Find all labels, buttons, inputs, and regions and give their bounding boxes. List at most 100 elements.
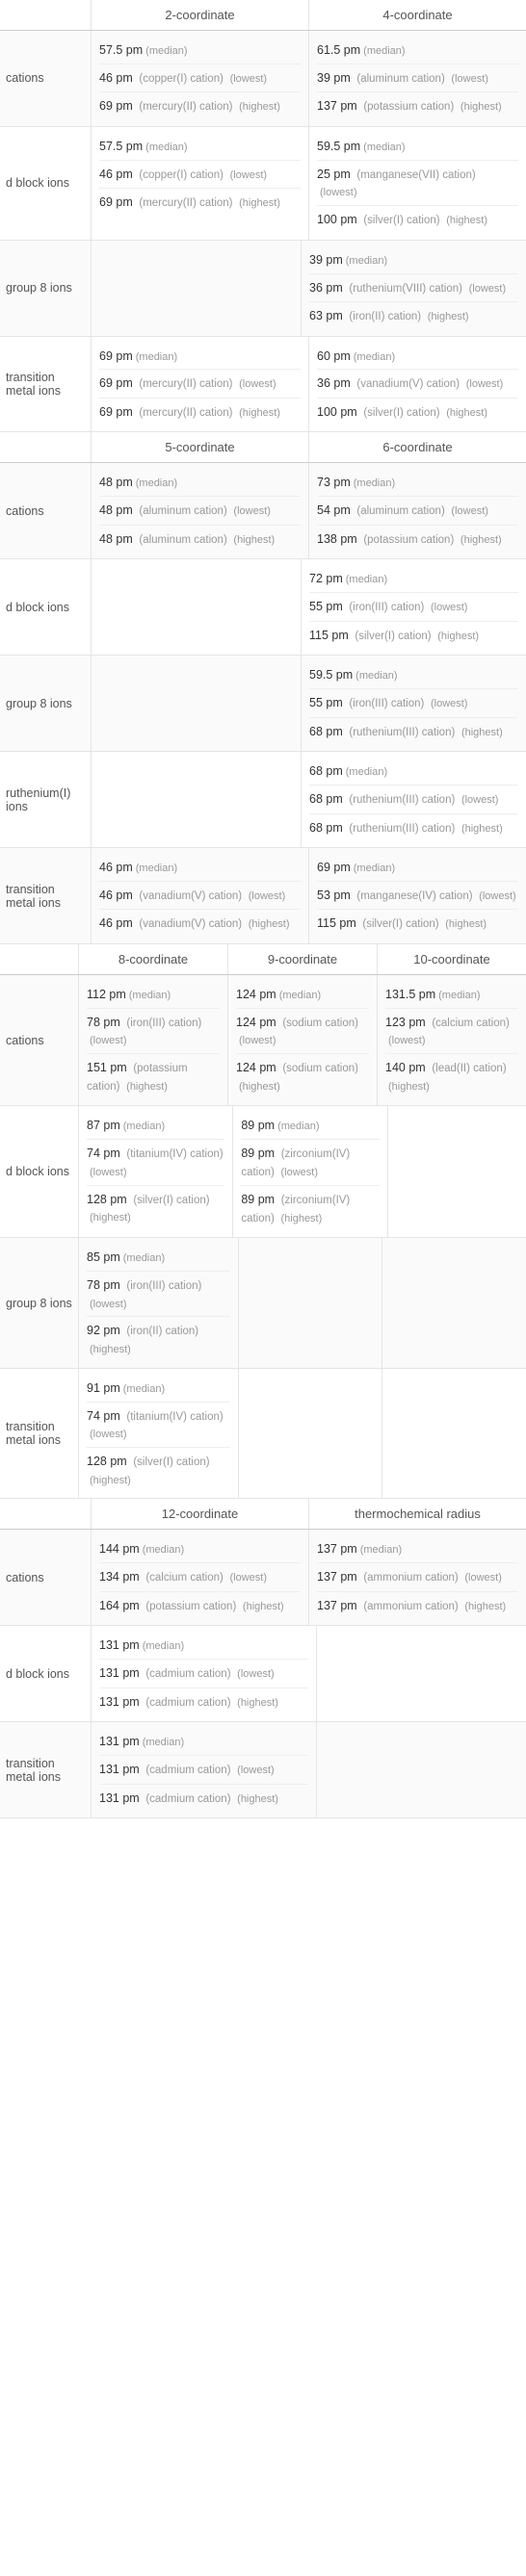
stat-tag: (lowest) <box>479 890 516 902</box>
stat-tag: (highest) <box>460 534 502 546</box>
stat-tag: (lowest) <box>90 1299 127 1310</box>
ionic-radius-tables: 2-coordinate4-coordinatecations57.5 pm(m… <box>0 0 526 1818</box>
table-row: cations144 pm(median)134 pm (calcium cat… <box>0 1530 526 1626</box>
stat-median: 69 pm(median) <box>99 343 301 371</box>
stat-tag: (highest) <box>461 727 503 738</box>
stat-desc: (iron(II) cation) <box>349 311 421 322</box>
stat-value: 128 pm <box>87 1455 127 1468</box>
table-row: transition metal ions131 pm(median)131 p… <box>0 1722 526 1818</box>
stat-value: 59.5 pm <box>309 668 353 682</box>
table-row: d block ions72 pm(median)55 pm (iron(III… <box>0 559 526 656</box>
data-cell: 60 pm(median)36 pm (vanadium(V) cation) … <box>309 337 526 432</box>
stat-tag: (highest) <box>388 1081 430 1093</box>
stat-tag: (lowest) <box>451 505 488 517</box>
stat-tag: (highest) <box>460 101 502 113</box>
row-label: ruthenium(I) ions <box>0 752 92 847</box>
header-row: 8-coordinate9-coordinate10-coordinate <box>0 944 526 975</box>
stat-highest: 131 pm (cadmium cation) (highest) <box>99 1688 308 1716</box>
stat-tag: (lowest) <box>466 378 504 390</box>
stat-tag: (median) <box>363 142 405 153</box>
table-row: transition metal ions91 pm(median)74 pm … <box>0 1369 526 1500</box>
stat-value: 124 pm <box>236 1016 276 1029</box>
stat-value: 69 pm <box>99 405 133 419</box>
stat-tag: (median) <box>346 255 387 267</box>
stat-tag: (median) <box>355 670 397 682</box>
stat-median: 85 pm(median) <box>87 1244 230 1272</box>
stat-lowest: 46 pm (vanadium(V) cation) (lowest) <box>99 882 301 911</box>
row-label: transition metal ions <box>0 848 92 943</box>
stat-desc: (manganese(VII) cation) <box>356 169 475 181</box>
stat-value: 69 pm <box>99 99 133 113</box>
stat-value: 140 pm <box>385 1061 426 1074</box>
table-row: ruthenium(I) ions68 pm(median)68 pm (rut… <box>0 752 526 848</box>
stat-value: 39 pm <box>317 71 351 85</box>
stat-desc: (aluminum cation) <box>356 73 444 85</box>
stat-value: 100 pm <box>317 213 357 226</box>
stat-lowest: 123 pm (calcium cation) (lowest) <box>385 1009 518 1054</box>
table-row: transition metal ions69 pm(median) 69 pm … <box>0 337 526 433</box>
stat-tag: (lowest) <box>461 794 499 806</box>
stat-tag: (lowest) <box>230 73 268 85</box>
stat-median: 68 pm(median) <box>309 758 518 786</box>
stat-desc: (silver(I) cation) <box>133 1195 209 1206</box>
stat-tag: (median) <box>277 1121 319 1132</box>
row-label: d block ions <box>0 559 92 655</box>
stat-desc: (sodium cation) <box>282 1018 358 1029</box>
stat-value: 57.5 pm <box>99 140 143 153</box>
stat-desc: (titanium(IV) cation) <box>126 1411 223 1423</box>
stat-value: 131 pm <box>99 1638 140 1652</box>
stat-value: 134 pm <box>99 1570 140 1584</box>
stat-value: 144 pm <box>99 1542 140 1556</box>
row-label: cations <box>0 975 79 1105</box>
stat-tag: (highest) <box>243 1601 284 1612</box>
stat-value: 55 pm <box>309 600 343 613</box>
stat-median: 72 pm(median) <box>309 565 518 593</box>
stat-median: 124 pm(median) <box>236 981 369 1009</box>
stat-desc: (calcium cation) <box>145 1572 224 1584</box>
stat-value: 115 pm <box>309 629 349 642</box>
stat-value: 55 pm <box>309 696 343 709</box>
stat-value: 131 pm <box>99 1735 140 1748</box>
stat-value: 124 pm <box>236 1061 276 1074</box>
table-section-0: 2-coordinate4-coordinatecations57.5 pm(m… <box>0 0 526 432</box>
empty-cell <box>388 1106 526 1237</box>
stat-value: 85 pm <box>87 1250 120 1264</box>
stat-tag: (highest) <box>239 101 280 113</box>
stat-value: 92 pm <box>87 1324 120 1337</box>
table-row: group 8 ions39 pm(median)36 pm (rutheniu… <box>0 241 526 337</box>
stat-median: 57.5 pm(median) <box>99 133 301 161</box>
stat-tag: (highest) <box>239 197 280 209</box>
stat-desc: (iron(III) cation) <box>349 698 424 709</box>
stat-value: 63 pm <box>309 309 343 322</box>
stat-value: 131 pm <box>99 1763 140 1776</box>
stat-value: 137 pm <box>317 1599 357 1612</box>
stat-median: 61.5 pm(median) <box>317 37 518 64</box>
stat-median: 131 pm(median) <box>99 1632 308 1660</box>
stat-tag: (highest) <box>239 407 280 419</box>
stat-lowest: 39 pm (aluminum cation) (lowest) <box>317 64 518 93</box>
stat-highest: 128 pm (silver(I) cation) (highest) <box>87 1186 224 1230</box>
stat-desc: (cadmium cation) <box>145 1668 230 1680</box>
stat-median: 69 pm(median) <box>317 854 518 882</box>
data-cell: 57.5 pm(median)46 pm (copper(I) cation) … <box>92 127 309 240</box>
column-header: 8-coordinate <box>79 944 228 974</box>
stat-value: 91 pm <box>87 1381 120 1395</box>
stat-value: 89 pm <box>241 1193 275 1206</box>
stat-tag: (lowest) <box>249 890 286 902</box>
stat-highest: 140 pm (lead(II) cation) (highest) <box>385 1054 518 1098</box>
stat-highest: 46 pm (vanadium(V) cation) (highest) <box>99 910 301 938</box>
stat-tag: (lowest) <box>320 187 357 198</box>
empty-cell <box>382 1369 526 1499</box>
table-section-3: 12-coordinatethermochemical radiuscation… <box>0 1499 526 1818</box>
data-cell: 59.5 pm(median)55 pm (iron(III) cation) … <box>302 656 526 751</box>
stat-value: 137 pm <box>317 99 357 113</box>
stat-tag: (median) <box>123 1383 165 1395</box>
stat-highest: 69 pm (mercury(II) cation) (highest) <box>99 399 301 426</box>
column-header: thermochemical radius <box>309 1499 526 1529</box>
table-section-2: 8-coordinate9-coordinate10-coordinatecat… <box>0 944 526 1499</box>
stat-lowest: 89 pm (zirconium(IV) cation) (lowest) <box>241 1140 379 1186</box>
row-label: transition metal ions <box>0 337 92 432</box>
row-label: cations <box>0 31 92 126</box>
header-row: 2-coordinate4-coordinate <box>0 0 526 31</box>
stat-tag: (lowest) <box>239 1035 276 1046</box>
